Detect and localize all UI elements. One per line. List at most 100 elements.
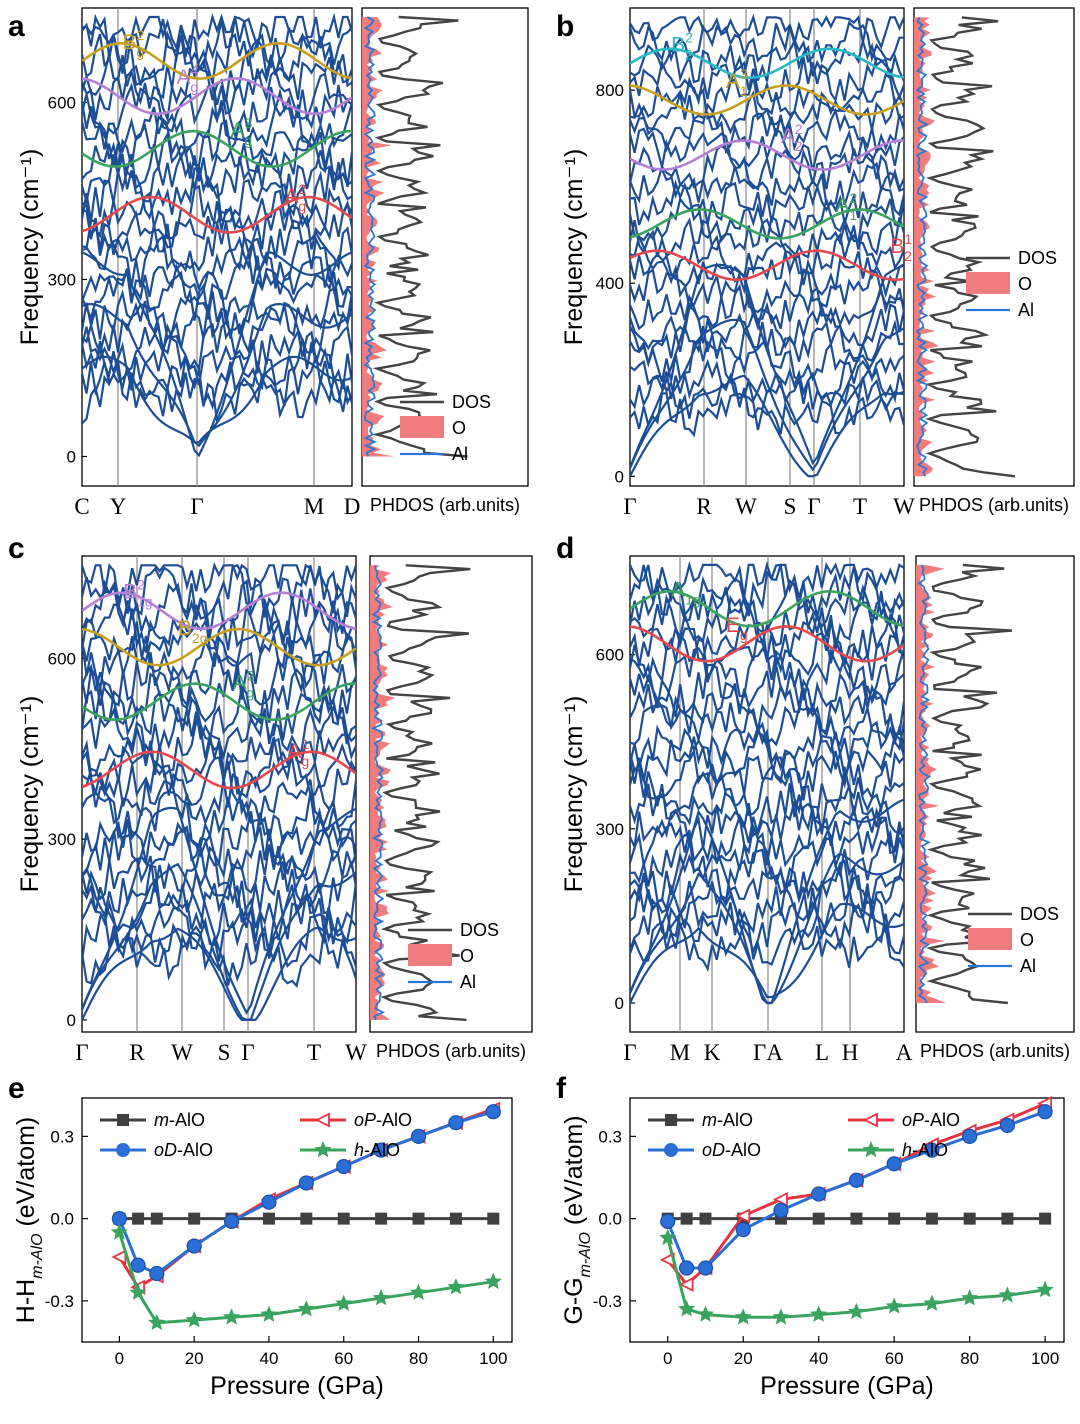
legend-swatch-marker (664, 1143, 678, 1157)
chart-e: e 0 20 40 60 80 100 -0.3 0.0 0.3 Pressure (GPa) H-H… (8, 1072, 513, 1400)
phonon-band (630, 267, 904, 314)
data-point (1001, 1212, 1014, 1225)
mode-base: A (288, 740, 302, 763)
phonon-band (82, 912, 356, 972)
panel-letter: b (556, 10, 574, 43)
ytick-label: 0 (615, 994, 624, 1013)
axes-frame (81, 1097, 513, 1343)
legend-swatch-marker (665, 1114, 677, 1126)
dos-x-label: PHDOS (arb.units) (370, 495, 520, 515)
legend-name-italic: h (902, 1140, 912, 1160)
data-point (300, 1212, 313, 1225)
legend-Al-label: Al (460, 972, 476, 992)
ytick-label: -0.3 (593, 1292, 622, 1311)
kpoint-label: K (704, 1040, 721, 1065)
mode-label: B2 2 (671, 29, 693, 62)
data-point (850, 1212, 863, 1225)
data-point (696, 1305, 714, 1322)
xtick-label: 100 (479, 1349, 507, 1368)
band-axes-frame (629, 555, 905, 1033)
mode-base: B (178, 617, 192, 640)
ytick-label: 0.0 (598, 1210, 622, 1229)
phonon-band (630, 107, 904, 155)
phonon-band (82, 665, 356, 726)
mode-sup: 3 (245, 115, 253, 131)
dos-axes-frame (361, 7, 529, 487)
y-axis-label: Frequency (cm⁻¹) (16, 149, 44, 346)
legend-label: oD-AlO (702, 1140, 761, 1160)
ytick-label: 600 (48, 93, 76, 112)
mode-branch (630, 589, 904, 628)
phonon-band (630, 731, 904, 788)
kpoint-label: Γ (623, 494, 636, 519)
y-axis-label: H-Hm-AlO (eV/atom) (12, 1117, 46, 1323)
mode-sup: 2 (685, 29, 693, 45)
bands (630, 13, 904, 478)
dos-Al-line (363, 16, 378, 457)
data-point (999, 1117, 1015, 1134)
dos-curves (916, 563, 1013, 1005)
mode-label: A2 2 (781, 121, 803, 154)
legend-name-rest: -AlO (364, 1140, 400, 1160)
kpoint-label: S (218, 1040, 231, 1065)
data-point (998, 1286, 1016, 1303)
ytick-label: -0.3 (45, 1292, 74, 1311)
data-point (185, 1311, 203, 1328)
phonon-band (82, 253, 352, 302)
legend-name-italic: oD (702, 1140, 725, 1160)
ylabel-unit: (eV/atom) (560, 1115, 588, 1232)
phonon-band (630, 358, 904, 404)
data-point (262, 1212, 275, 1225)
mode-branch (630, 208, 904, 240)
legend-name-rest: -AlO (169, 1110, 205, 1130)
data-point (447, 1278, 465, 1295)
dos-x-label: PHDOS (arb.units) (376, 1041, 526, 1061)
series-line (118, 1110, 494, 1276)
dos-total-line (925, 16, 1016, 478)
panel-letter: a (8, 10, 25, 43)
dos-curves (914, 16, 1016, 478)
phonon-band (630, 798, 904, 1005)
kpoint-label: Γ (75, 1040, 88, 1065)
phonon-band (630, 747, 904, 802)
dos-x-label: PHDOS (arb.units) (919, 495, 1069, 515)
data-point (223, 1308, 241, 1325)
phonon-band (630, 251, 904, 299)
mode-label: Eg (726, 614, 748, 643)
legend-O-label: O (1020, 930, 1034, 950)
data-point (335, 1294, 353, 1311)
mode-sub: g (298, 198, 306, 214)
ytick-label: 800 (596, 81, 624, 100)
data-point (261, 1194, 277, 1210)
legend-dos-label: DOS (452, 392, 491, 412)
data-point (679, 1260, 695, 1276)
legend-name-rest: -AlO (924, 1110, 960, 1130)
dos-Al-line (915, 17, 929, 477)
mode-sub: 2 (904, 248, 912, 264)
bands (82, 12, 352, 458)
kpoint-label: C (74, 494, 89, 519)
data-point (485, 1104, 501, 1120)
mode-base: A (781, 125, 795, 148)
data-point (487, 1212, 500, 1225)
ytick-label: 300 (48, 270, 76, 289)
mode-sub: 1 (849, 207, 857, 223)
mode-sub: g (136, 44, 144, 60)
phonon-band (630, 848, 904, 905)
phonon-band (82, 150, 352, 206)
panel-a: a 0 300 600 Frequency (cm⁻¹) C Y Γ M D PHDOS (arb.… (8, 7, 529, 519)
data-point (659, 1228, 677, 1246)
phonon-band (630, 560, 904, 603)
phonon-band (82, 184, 352, 240)
kpoint-label: Γ (807, 494, 820, 519)
mode-sup: 2 (850, 190, 858, 206)
kpoint-label: A (896, 1040, 913, 1065)
data-point (1039, 1212, 1052, 1225)
legend-name-rest: -AlO (376, 1110, 412, 1130)
legend-swatch-marker (862, 1112, 878, 1128)
mode-sup: 1 (904, 231, 912, 247)
mode-sup: 2 (795, 121, 803, 137)
legend-label: oD-AlO (154, 1140, 213, 1160)
